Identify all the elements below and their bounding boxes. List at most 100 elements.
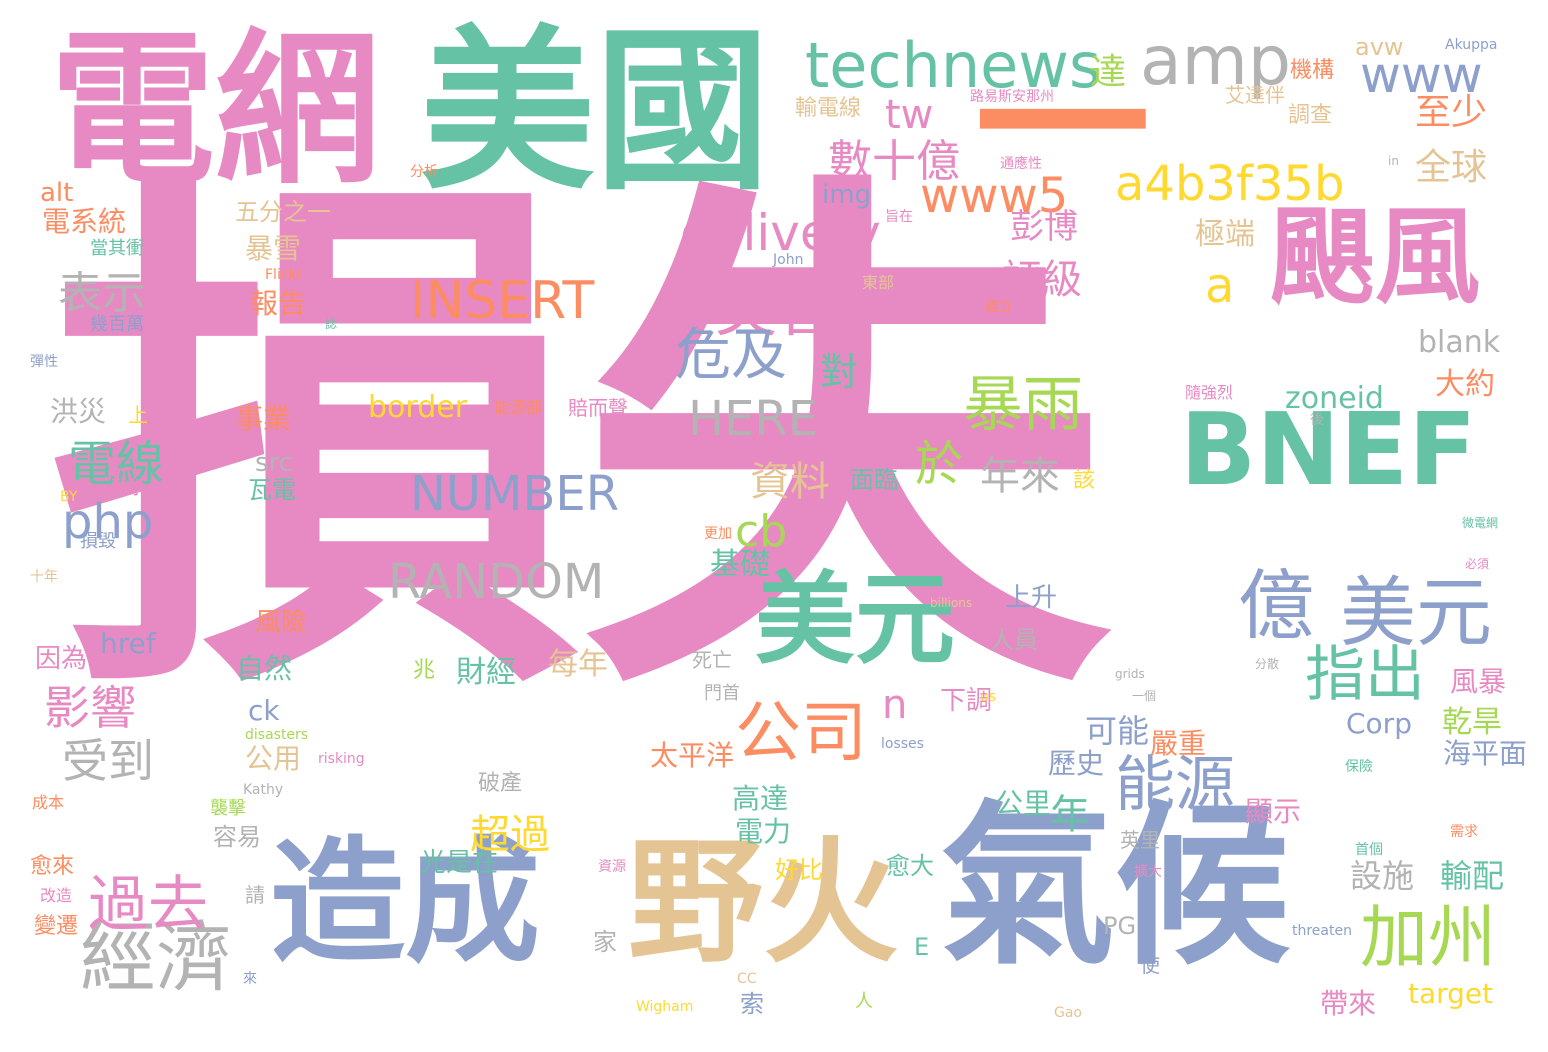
cloud-word: 首個	[1355, 842, 1383, 858]
cloud-word: 光是在	[420, 848, 499, 878]
cloud-word: Corp	[1346, 707, 1412, 740]
cloud-word: 路易斯安那州	[970, 89, 1054, 105]
cloud-word: 死亡	[692, 648, 732, 672]
cloud-word: a	[1205, 258, 1235, 314]
cloud-word: 輸電線	[795, 96, 862, 121]
cloud-word: 億	[1238, 561, 1314, 650]
cloud-word: 電力	[735, 815, 792, 848]
cloud-word: 當其衝	[90, 238, 144, 259]
cloud-word: 受到	[62, 734, 154, 788]
cloud-word: target	[1408, 977, 1494, 1010]
cloud-word: 調查	[1288, 103, 1333, 128]
cloud-word: 基礎	[710, 547, 770, 582]
cloud-word: 技術	[860, 299, 888, 315]
cloud-word: 風險	[255, 608, 308, 638]
cloud-word: 微電網	[1462, 516, 1499, 530]
cloud-word: 電系統	[42, 205, 127, 238]
cloud-word: 擴大	[1134, 864, 1162, 880]
cloud-word: 人員	[990, 626, 1038, 654]
cloud-word: 五分之一	[235, 198, 331, 226]
cloud-word: amp	[1140, 22, 1292, 101]
cloud-word: 門首	[704, 683, 740, 704]
cloud-word: href	[100, 627, 156, 660]
cloud-word: 至少	[1415, 92, 1488, 133]
cloud-word: a4b3f35b	[1115, 156, 1345, 212]
cloud-word: 東部	[862, 273, 895, 292]
cloud-word: HERE	[688, 391, 819, 447]
cloud-word: 於	[915, 436, 964, 492]
cloud-word: 氣候	[940, 786, 1290, 989]
cloud-word: cb	[735, 506, 788, 557]
cloud-word: 英里	[1120, 828, 1160, 852]
cloud-word: disasters	[245, 727, 309, 743]
cloud-word: 超過	[470, 812, 550, 858]
cloud-word: 電網	[50, 14, 380, 206]
cloud-word: RANDOM	[388, 554, 605, 610]
cloud-word: 電線	[68, 436, 165, 492]
cloud-word: us	[980, 689, 997, 705]
cloud-word: 愈大	[886, 852, 934, 880]
cloud-word: delivery	[680, 204, 881, 262]
cloud-word: billions	[930, 596, 973, 610]
cloud-word: Akuppa	[1445, 37, 1498, 53]
cloud-word: 海平面	[1443, 737, 1528, 770]
cloud-word: PG	[1103, 912, 1137, 940]
cloud-word: 彈性	[30, 354, 58, 370]
cloud-word: 通應性	[1000, 156, 1042, 172]
cloud-word: 達	[1090, 52, 1127, 93]
cloud-word: 一個	[1132, 689, 1157, 703]
cloud-word: tw	[885, 92, 934, 138]
cloud-word: technews	[805, 29, 1102, 102]
cloud-word: 公里	[995, 787, 1052, 820]
cloud-word: 後	[1310, 412, 1324, 428]
cloud-word: BNEF	[1180, 391, 1477, 508]
cloud-word: 可能	[1085, 712, 1150, 750]
cloud-word: n	[882, 682, 908, 728]
cloud-word: 颶風	[1270, 196, 1481, 318]
cloud-word: src	[255, 448, 293, 478]
cloud-word: img	[822, 180, 872, 210]
cloud-word: 上升	[1005, 583, 1058, 613]
cloud-word: 歷史	[1048, 747, 1105, 780]
cloud-word: 來	[243, 971, 257, 987]
cloud-word: 危及	[675, 323, 787, 388]
cloud-word: 全球	[1415, 147, 1488, 188]
cloud-word: 指出	[1305, 640, 1425, 710]
cloud-word: 造成	[270, 824, 540, 981]
cloud-word: 自然	[236, 652, 293, 685]
cloud-word: 美元	[755, 561, 955, 678]
cloud-word: 美國	[420, 11, 770, 214]
cloud-word: 因為	[35, 644, 88, 674]
cloud-word: 彭博	[1010, 207, 1078, 247]
cloud-word: 風暴	[1450, 665, 1507, 698]
cloud-word: 使	[1140, 953, 1160, 977]
cloud-word: 數十億	[828, 136, 960, 187]
cloud-word: 一	[975, 26, 1150, 229]
cloud-word: 公用	[245, 742, 302, 775]
cloud-word: 該	[1073, 468, 1096, 493]
cloud-word: border	[368, 390, 468, 425]
cloud-word: 事業	[235, 402, 292, 435]
cloud-word: 必須	[1465, 557, 1490, 571]
cloud-word: BY	[60, 489, 78, 505]
cloud-word: 太平洋	[650, 739, 735, 772]
cloud-word: 更加	[704, 526, 732, 542]
cloud-word: Climate	[1012, 437, 1066, 453]
cloud-word: 經濟	[80, 913, 232, 1002]
cloud-word: 損失	[50, 136, 1110, 753]
cloud-word: 嚴重	[1150, 727, 1207, 760]
cloud-word: 設施	[1350, 857, 1415, 895]
cloud-word: blank	[1418, 325, 1501, 360]
cloud-word: in	[1388, 154, 1399, 168]
cloud-word: 變遷	[34, 914, 79, 939]
cloud-word: 損毀	[80, 531, 116, 552]
cloud-word: 艾達伴	[1225, 83, 1285, 107]
cloud-word: 賠而聲	[568, 396, 628, 420]
cloud-word: 暴雨	[963, 370, 1083, 440]
cloud-word: 資料	[750, 459, 830, 505]
cloud-word: 建立	[985, 299, 1013, 315]
cloud-word: 十年	[30, 569, 58, 585]
cloud-word: Wigham	[636, 999, 694, 1015]
cloud-word: 高達	[732, 782, 789, 815]
